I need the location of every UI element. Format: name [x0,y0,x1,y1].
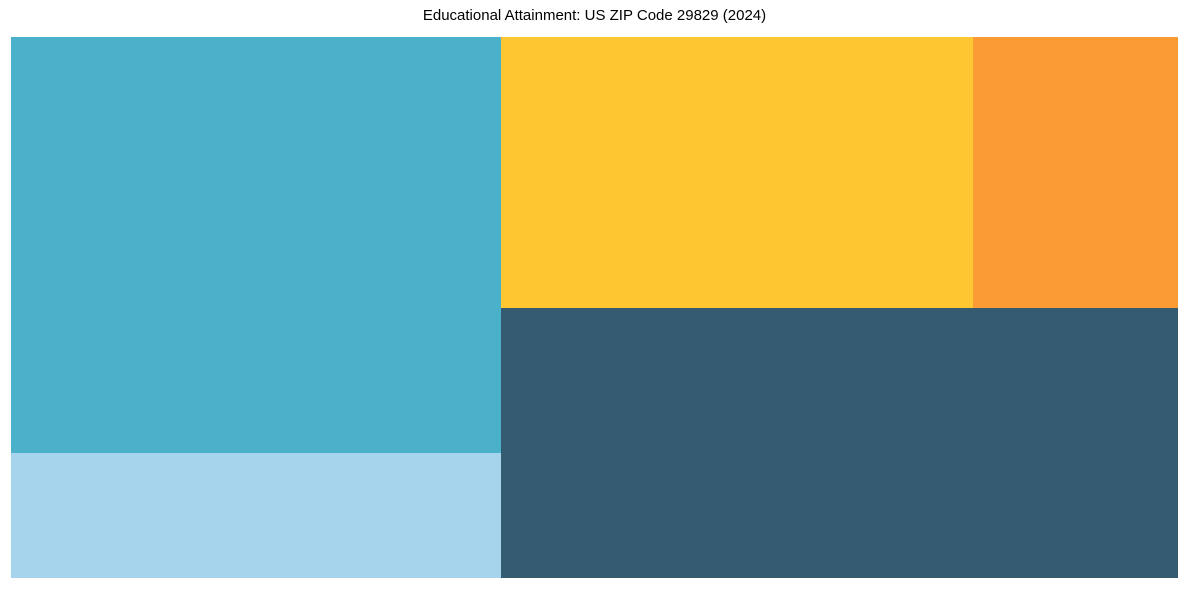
treemap-tile[interactable]: Associate's degree [11,453,502,578]
treemap-tile[interactable]: Some college, no degree [501,308,1178,578]
treemap-tile[interactable]: Bachelor's degree [501,37,974,309]
treemap-tile[interactable]: High school graduate (includes equivalen… [11,37,502,454]
chart-title: Educational Attainment: US ZIP Code 2982… [422,7,767,24]
treemap-plot-area: High school graduate (includes equivalen… [11,37,1178,578]
treemap-tile[interactable]: Graduate or professional degree [973,37,1178,309]
